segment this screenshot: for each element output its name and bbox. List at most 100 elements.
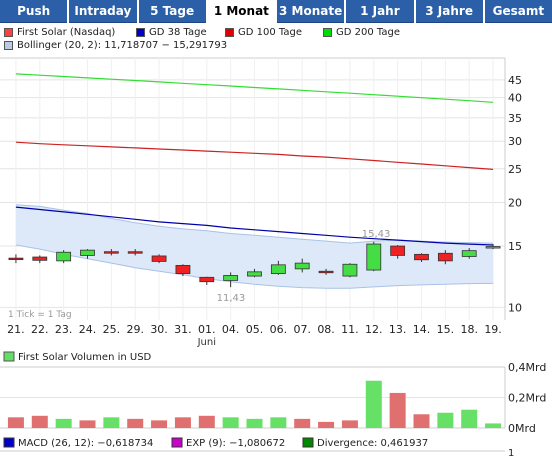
macd-axis-label: 1	[508, 448, 514, 457]
candle-up	[80, 249, 95, 256]
gd38-line	[15, 206, 494, 246]
candle-up	[342, 263, 358, 277]
candle-down	[151, 255, 167, 262]
x-tick-label: 18.	[460, 323, 478, 336]
volume-ytick-label: 0,4Mrd	[508, 361, 546, 374]
tab-3-jahre[interactable]: 3 Jahre	[415, 0, 483, 23]
volume-bar-down	[79, 420, 96, 428]
volume-ytick-label: 0Mrd	[508, 422, 536, 435]
x-tick-label: 15.	[437, 323, 455, 336]
legend-gd200-swatch	[323, 28, 332, 37]
volume-bar-up	[365, 380, 382, 428]
price-ytick-label: 40	[508, 92, 522, 105]
x-tick-label: 06.	[270, 323, 288, 336]
timeframe-tabs: Push Intraday 5 Tage 1 Monat 3 Monate 1 Jahr 3…	[0, 0, 552, 23]
x-tick-label: 05.	[246, 323, 264, 336]
volume-bar-down	[318, 421, 335, 428]
legend-gd38-label: GD 38 Tage	[149, 27, 207, 38]
price-ytick-label: 15	[508, 240, 522, 253]
legend-gd38: GD 38 Tage	[136, 27, 207, 38]
legend-price-swatch	[4, 28, 13, 37]
x-tick-label: 13.	[389, 323, 407, 336]
legend-bollinger-label: Bollinger (20, 2): 11,718707 − 15,291793	[17, 40, 228, 51]
legend-price: First Solar (Nasdaq)	[4, 27, 115, 38]
legend-gd38-swatch	[136, 28, 145, 37]
volume-bar-down	[151, 420, 168, 428]
tab-1-jahr[interactable]: 1 Jahr	[346, 0, 414, 23]
candle-up	[56, 251, 72, 262]
candle-up	[461, 250, 477, 257]
legend-divergence-label: Divergence: 0,461937	[317, 438, 428, 449]
x-tick-label: 30.	[150, 323, 168, 336]
legend-divergence-swatch	[302, 437, 314, 448]
price-ytick-label: 30	[508, 135, 522, 148]
tab-intraday[interactable]: Intraday	[69, 0, 137, 23]
volume-bar-down	[389, 392, 406, 428]
candle-down	[318, 270, 334, 274]
price-ytick-label: 25	[508, 163, 522, 176]
volume-bar-up	[485, 423, 502, 428]
price-ytick-label: 20	[508, 197, 522, 210]
x-tick-label: 23.	[55, 323, 73, 336]
x-tick-label: 24.	[79, 323, 97, 336]
legend-gd200: GD 200 Tage	[323, 27, 400, 38]
tick-footnote: 1 Tick = 1 Tag	[8, 310, 72, 320]
candle-down	[414, 253, 429, 261]
x-tick-label: 19.	[484, 323, 502, 336]
volume-bar-down	[127, 418, 144, 428]
legend-gd100-swatch	[225, 28, 234, 37]
volume-bar-up	[103, 417, 120, 428]
tab-3-monate[interactable]: 3 Monate	[277, 0, 345, 23]
candle-down	[103, 251, 119, 254]
volume-ytick-label: 0,2Mrd	[508, 392, 546, 405]
gd100-line	[15, 141, 494, 170]
annotation-high: 15,43	[362, 229, 391, 240]
x-tick-label: 07.	[293, 323, 311, 336]
legend-volume-swatch	[3, 351, 15, 362]
x-tick-label: 01.	[198, 323, 216, 336]
volume-bar-up	[437, 412, 454, 428]
annotation-low: 11,43	[217, 293, 246, 304]
candle-down	[32, 256, 48, 261]
tab-gesamt[interactable]: Gesamt	[484, 0, 552, 23]
x-tick-label: 11.	[341, 323, 359, 336]
candle-down	[199, 276, 215, 283]
x-tick-label: 12.	[365, 323, 383, 336]
x-tick-label: 29.	[126, 323, 144, 336]
candle-up	[223, 275, 239, 281]
volume-bar-down	[341, 420, 358, 428]
gd200-line	[15, 73, 494, 103]
x-tick-label: 31.	[174, 323, 192, 336]
month-label: Juni	[197, 337, 216, 348]
volume-bar-down	[413, 414, 430, 428]
candle-up	[247, 271, 262, 277]
legend-bollinger: Bollinger (20, 2): 11,718707 − 15,291793	[4, 40, 227, 51]
candle-down	[390, 245, 406, 256]
candle-up	[270, 264, 286, 275]
x-tick-label: 25.	[103, 323, 121, 336]
legend-gd200-label: GD 200 Tage	[336, 27, 400, 38]
volume-bar-down	[7, 417, 24, 428]
volume-bar-up	[222, 417, 239, 428]
tab-5-tage[interactable]: 5 Tage	[138, 0, 206, 23]
tab-1-monat[interactable]: 1 Monat	[207, 0, 275, 22]
x-tick-label: 22.	[31, 323, 49, 336]
volume-bar-down	[174, 417, 191, 428]
legend-macd-label: MACD (26, 12): −0,618734	[18, 438, 153, 449]
candle-down	[127, 251, 143, 254]
legend-bollinger-swatch	[4, 41, 13, 50]
candle-up	[366, 243, 382, 271]
x-tick-label: 14.	[413, 323, 431, 336]
legend-macd-swatch	[3, 437, 15, 448]
x-tick-label: 04.	[222, 323, 240, 336]
candle-down	[175, 264, 191, 275]
tab-push[interactable]: Push	[0, 0, 68, 23]
x-tick-label: 21.	[7, 323, 25, 336]
volume-bar-up	[461, 409, 478, 428]
volume-bar-up	[55, 418, 72, 428]
legend-price-label: First Solar (Nasdaq)	[17, 27, 116, 38]
volume-bar-down	[31, 415, 48, 428]
volume-bar-down	[198, 415, 215, 428]
price-ytick-label: 35	[508, 112, 522, 125]
